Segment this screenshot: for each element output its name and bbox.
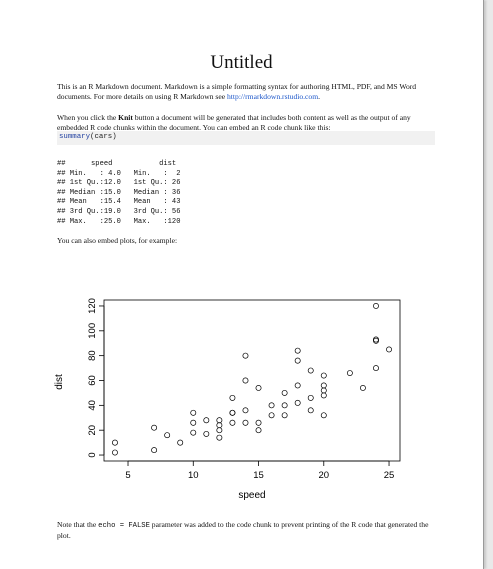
- y-axis: 0 20 40 60 80 100 120: [87, 298, 105, 458]
- scatter-point: [190, 409, 197, 416]
- scatter-point: [373, 365, 379, 372]
- y-tick-label: 40: [87, 400, 98, 411]
- code-args: (cars): [90, 133, 117, 141]
- code-function: summary: [59, 133, 91, 141]
- scatter-point: [294, 347, 301, 354]
- scatter-point: [320, 387, 327, 394]
- plots-paragraph: You can also embed plots, for example:: [57, 236, 178, 245]
- x-tick-label: 25: [384, 470, 395, 481]
- code-line: summary(cars): [59, 133, 117, 141]
- scatter-point: [242, 407, 249, 414]
- y-tick-label: 0: [87, 452, 98, 457]
- scatter-point: [373, 336, 379, 343]
- scatter-point: [320, 412, 327, 419]
- scatter-point: [242, 352, 249, 359]
- scatter-point: [112, 439, 118, 446]
- scatter-point: [190, 429, 197, 436]
- scatter-point: [268, 402, 275, 409]
- scatter-point: [307, 394, 314, 401]
- scatter-point: [281, 412, 288, 419]
- scatter-point: [386, 346, 392, 353]
- scatter-point: [373, 337, 379, 344]
- code-chunk: summary(cars): [57, 131, 435, 145]
- scatter-point: [268, 412, 275, 419]
- scatter-point: [112, 449, 118, 456]
- scatter-point: [164, 432, 171, 439]
- intro-text: This is an R Markdown document. Markdown…: [57, 82, 417, 102]
- y-axis-label: dist: [54, 374, 65, 390]
- footer-text-start: Note that the: [57, 520, 99, 529]
- scatter-point: [216, 422, 223, 429]
- knit-text-end: button a document will be generated that…: [57, 113, 411, 133]
- knit-text-start: When you click the: [57, 113, 119, 122]
- x-tick-label: 15: [253, 470, 264, 481]
- knit-paragraph: When you click the Knit button a documen…: [57, 113, 435, 133]
- scatter-point: [320, 382, 327, 389]
- scatter-point: [216, 417, 223, 424]
- footer-text-end: parameter was added to the code chunk to…: [57, 520, 429, 541]
- data-points: [112, 303, 392, 456]
- scatter-point: [242, 377, 249, 384]
- scatter-point: [281, 389, 288, 396]
- plot-frame: [103, 299, 401, 462]
- scatter-point: [294, 399, 301, 406]
- scatter-point: [190, 419, 197, 426]
- scatter-point: [307, 407, 314, 414]
- scatter-point: [203, 417, 210, 424]
- scatter-point: [229, 419, 236, 426]
- document-title: Untitled: [210, 52, 273, 73]
- x-tick-label: 5: [125, 470, 130, 481]
- x-tick-label: 10: [188, 470, 199, 481]
- knit-bold: Knit: [118, 113, 133, 122]
- scatter-point: [242, 419, 249, 426]
- scatter-point: [177, 439, 184, 446]
- scatter-point: [151, 447, 158, 454]
- scatter-point: [320, 392, 327, 399]
- scatter-point: [294, 382, 301, 389]
- intro-text-end: .: [318, 92, 321, 102]
- summary-output: ## speed dist ## Min. : 4.0 Min. : 2 ## …: [57, 160, 181, 226]
- scatter-point: [255, 385, 262, 391]
- scatter-point: [216, 427, 223, 434]
- scatter-point: [151, 424, 158, 431]
- y-tick-label: 100: [87, 323, 98, 339]
- footer-code: echo = FALSE: [98, 522, 150, 530]
- scatter-point: [346, 370, 353, 376]
- scatter-point: [373, 303, 379, 309]
- scatter-point: [229, 394, 236, 401]
- scatter-plot: 5 10 15 20 25 0 20 40 60 80 100 120 speed dist: [54, 298, 401, 501]
- scatter-point: [216, 434, 223, 441]
- scatter-point: [294, 357, 301, 364]
- y-tick-label: 20: [87, 425, 98, 436]
- y-tick-label: 120: [87, 298, 98, 314]
- scatter-point: [320, 372, 327, 379]
- y-tick-label: 60: [87, 375, 98, 386]
- x-tick-label: 20: [318, 470, 329, 481]
- scatter-point: [359, 385, 366, 391]
- scatter-point: [307, 367, 314, 374]
- scatter-point: [229, 409, 236, 416]
- x-axis-label: speed: [238, 490, 265, 501]
- scatter-point: [281, 402, 288, 409]
- scatter-point: [255, 419, 262, 426]
- x-axis: 5 10 15 20 25: [125, 460, 395, 481]
- rmarkdown-link[interactable]: http://rmarkdown.rstudio.com: [227, 92, 319, 102]
- intro-paragraph: This is an R Markdown document. Markdown…: [57, 82, 435, 102]
- scatter-point: [255, 427, 262, 434]
- y-tick-label: 80: [87, 350, 98, 361]
- footer-paragraph: Note that the echo = FALSE parameter was…: [57, 520, 435, 541]
- scatter-point: [203, 430, 210, 437]
